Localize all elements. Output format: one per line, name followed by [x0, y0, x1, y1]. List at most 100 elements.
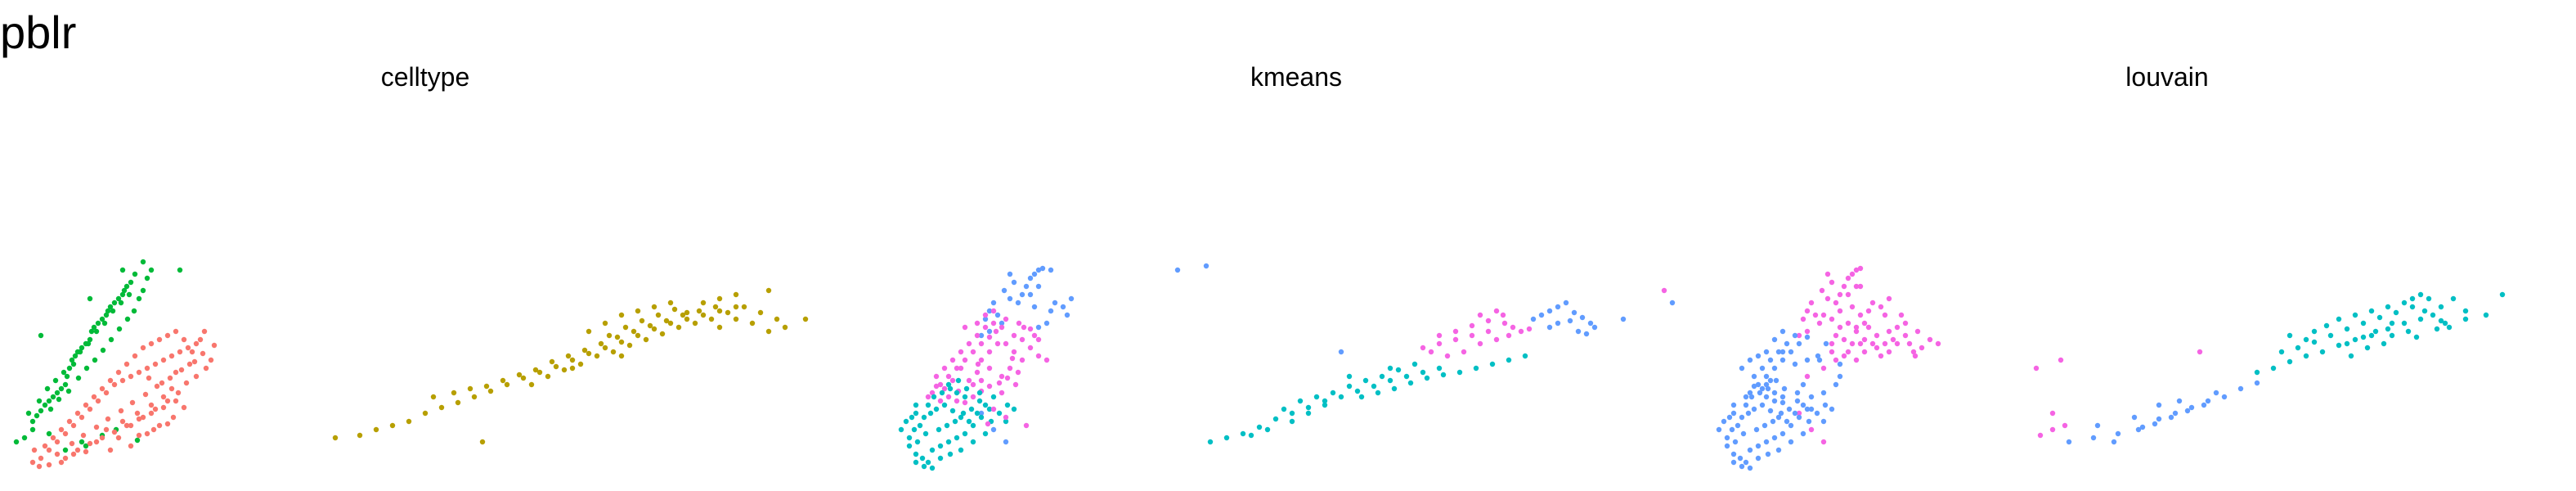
point-1-1-35: [1011, 349, 1017, 355]
point-1-1-43: [962, 399, 968, 406]
point-0-2-5: [422, 410, 429, 417]
point-1-1-36: [1019, 357, 1025, 363]
point-0-2-63: [774, 316, 780, 322]
point-2-2-1: [2287, 358, 2293, 365]
point-2-0-17: [1849, 304, 1856, 310]
point-1-1-20: [966, 377, 972, 384]
point-0-2-68: [716, 324, 723, 331]
point-2-1-72: [1788, 439, 1794, 445]
point-2-0-48: [1853, 328, 1860, 335]
point-1-1-47: [996, 380, 1003, 386]
point-1-2-5: [937, 443, 944, 449]
point-0-0-17: [88, 328, 95, 335]
point-0-0-56: [132, 271, 138, 277]
point-1-2-7: [954, 435, 960, 441]
point-0-1-39: [189, 349, 195, 355]
point-0-1-28: [99, 385, 105, 392]
point-2-0-44: [1894, 340, 1901, 347]
point-1-0-2: [1023, 283, 1030, 290]
point-0-2-30: [516, 372, 523, 378]
point-1-1-21: [974, 369, 981, 376]
point-0-0-50: [116, 326, 123, 332]
point-2-1-84: [1833, 381, 1839, 388]
point-0-2-0: [332, 435, 339, 441]
point-1-2-85: [1375, 390, 1381, 396]
point-1-2-30: [960, 410, 967, 417]
point-1-0-12: [982, 316, 989, 322]
point-1-0-21: [1068, 295, 1075, 302]
point-2-0-9: [1808, 300, 1815, 306]
point-1-2-84: [1358, 394, 1365, 400]
point-2-1-95: [2205, 398, 2211, 404]
point-1-2-12: [906, 435, 913, 441]
point-0-1-53: [93, 439, 100, 445]
point-1-1-67: [1526, 326, 1533, 332]
point-1-2-27: [936, 426, 942, 433]
point-2-0-41: [1878, 353, 1884, 359]
point-0-0-4: [46, 398, 52, 404]
point-0-2-55: [639, 318, 645, 324]
point-1-2-49: [947, 451, 954, 457]
point-1-0-31: [1555, 304, 1561, 310]
point-2-2-35: [2413, 334, 2420, 340]
point-1-2-17: [933, 406, 940, 412]
point-2-2-52: [2434, 326, 2440, 332]
point-1-0-43: [1620, 316, 1627, 322]
point-1-2-69: [1338, 394, 1344, 400]
point-2-0-31: [1820, 365, 1827, 372]
point-1-1-24: [941, 385, 948, 392]
point-2-1-117: [1779, 328, 1786, 335]
point-1-2-23: [982, 402, 989, 408]
point-2-1-103: [2237, 385, 2244, 392]
point-1-1-84: [1027, 326, 1034, 332]
point-1-2-22: [974, 410, 981, 417]
point-1-2-48: [937, 455, 944, 462]
point-0-2-43: [586, 328, 592, 335]
point-0-0-9: [64, 373, 70, 380]
point-0-0-45: [75, 375, 82, 381]
point-0-2-24: [733, 304, 739, 310]
point-1-0-10: [994, 312, 1001, 318]
point-1-1-19: [994, 340, 1001, 347]
point-0-0-57: [148, 267, 155, 273]
point-2-0-49: [1865, 324, 1872, 331]
point-1-2-2: [919, 455, 926, 462]
point-2-2-19: [2421, 308, 2428, 314]
point-2-2-14: [2344, 326, 2350, 332]
point-1-0-5: [1035, 267, 1042, 273]
point-0-0-63: [25, 410, 32, 417]
point-1-2-98: [1281, 406, 1287, 412]
point-0-2-77: [659, 331, 666, 337]
point-1-2-80: [1362, 377, 1369, 384]
point-1-1-56: [1035, 336, 1042, 343]
point-0-1-18: [177, 349, 183, 355]
point-0-1-60: [115, 435, 122, 441]
point-2-1-49: [1761, 422, 1768, 429]
point-2-0-36: [1886, 328, 1892, 335]
point-0-0-55: [144, 275, 150, 282]
point-0-1-30: [115, 369, 122, 376]
point-2-1-75: [1829, 406, 1835, 412]
point-0-1-82: [46, 462, 52, 468]
point-1-1-31: [1019, 336, 1025, 343]
point-2-0-19: [1869, 300, 1876, 306]
point-0-0-49: [108, 336, 114, 343]
point-2-1-63: [1716, 426, 1722, 433]
point-2-0-1: [1837, 291, 1843, 298]
point-2-0-8: [1824, 295, 1831, 302]
point-1-1-41: [945, 394, 952, 400]
point-0-2-64: [782, 324, 788, 331]
point-2-1-25: [1747, 447, 1753, 453]
point-1-0-34: [1579, 314, 1586, 321]
point-1-1-37: [986, 365, 993, 372]
point-2-2-38: [2364, 345, 2371, 351]
point-1-2-13: [911, 426, 918, 433]
point-1-0-17: [1031, 304, 1038, 310]
point-2-1-3: [1771, 365, 1778, 372]
point-2-0-2: [1841, 283, 1847, 290]
point-0-0-65: [29, 426, 36, 433]
point-0-0-68: [46, 430, 52, 437]
point-1-0-4: [1031, 271, 1038, 277]
point-2-0-21: [1886, 295, 1892, 302]
points-kmeans: [898, 263, 1676, 471]
